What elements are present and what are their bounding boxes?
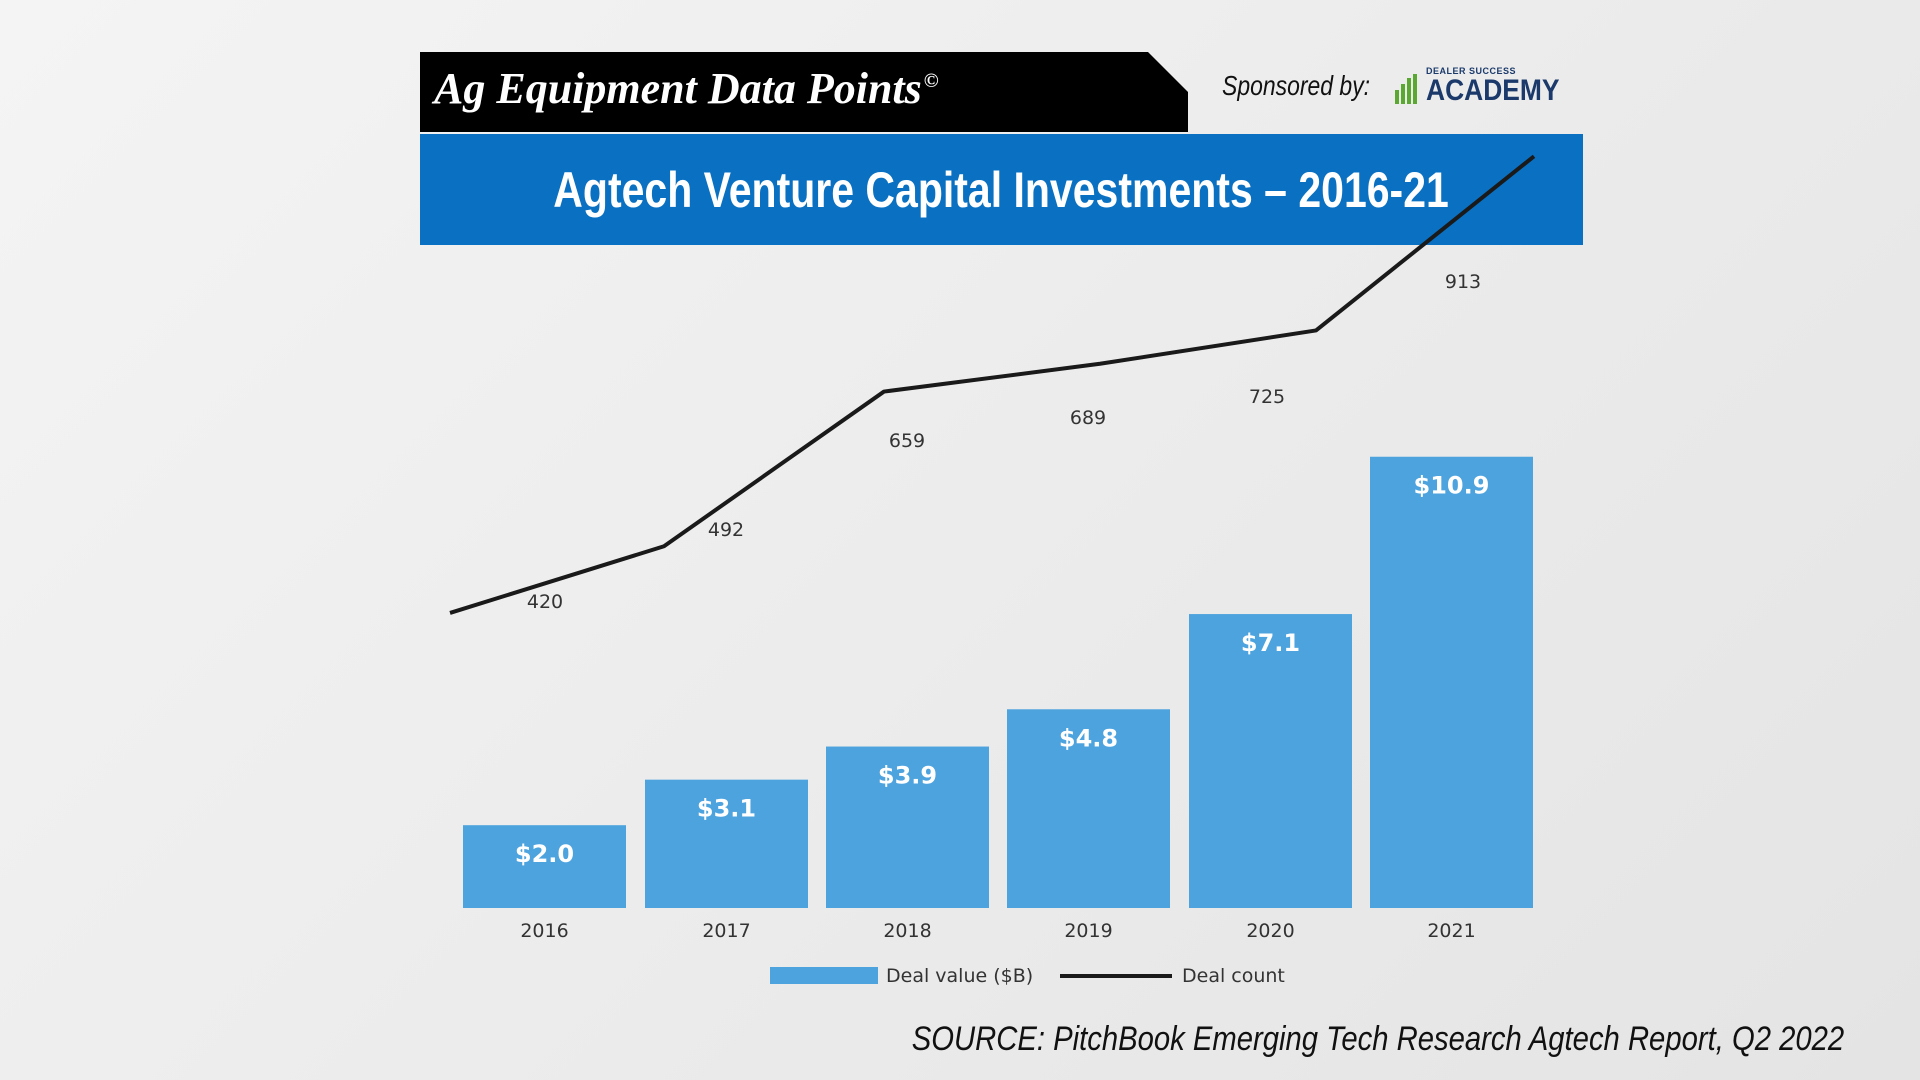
x-tick-2016: 2016 (520, 920, 568, 942)
brand-bar (420, 52, 1188, 132)
x-tick-2020: 2020 (1246, 920, 1294, 942)
bar-value-label-2021: $10.9 (1414, 472, 1490, 500)
bar-value-label-2016: $2.0 (515, 840, 574, 868)
sponsor-logo[interactable]: DEALER SUCCESS ACADEMY (1394, 65, 1578, 107)
deal-count-label-2021: 913 (1445, 271, 1481, 293)
legend-swatch-deal-value (770, 967, 878, 984)
title-banner: Agtech Venture Capital Investments – 201… (420, 134, 1583, 245)
bar-2016 (463, 825, 626, 908)
bar-value-label-2018: $3.9 (878, 762, 937, 790)
bar-value-label-2020: $7.1 (1241, 629, 1300, 657)
copyright-mark: © (923, 70, 939, 93)
bar-chart-leaf-icon (1395, 73, 1417, 104)
source-note: SOURCE: PitchBook Emerging Tech Research… (911, 1020, 1844, 1058)
deal-count-label-2016: 420 (527, 591, 563, 613)
legend-label-deal-count: Deal count (1182, 965, 1285, 987)
bar-2021 (1370, 456, 1533, 908)
chart: $2.0 $3.1 $3.9 $4.8 $7.1 $10.9 2016 2017 2018 201… (449, 154, 1536, 987)
bar-2017 (645, 779, 808, 908)
x-tick-2017: 2017 (702, 920, 750, 942)
legend-label-deal-value: Deal value ($B) (886, 965, 1033, 987)
x-tick-2019: 2019 (1064, 920, 1112, 942)
logo-text: DEALER SUCCESS ACADEMY (1426, 65, 1578, 107)
deal-count-label-2018: 659 (889, 430, 925, 452)
brand-title: Ag Equipment Data Points © (434, 58, 939, 120)
chart-title: Agtech Venture Capital Investments – 201… (553, 161, 1450, 218)
deal-count-label-2020: 725 (1249, 386, 1285, 408)
logo-small-text: DEALER SUCCESS (1426, 65, 1517, 76)
x-tick-2018: 2018 (883, 920, 931, 942)
bar-2020 (1189, 614, 1352, 908)
deal-count-label-2019: 689 (1070, 407, 1106, 429)
bar-2018 (826, 746, 989, 908)
bar-value-label-2019: $4.8 (1059, 724, 1118, 752)
sponsor-block: Sponsored by: DEALER SUCCESS ACADEMY (1222, 66, 1578, 106)
bar-value-label-2017: $3.1 (697, 795, 756, 823)
sponsor-label: Sponsored by: (1222, 70, 1371, 101)
deal-count-label-2017: 492 (708, 519, 744, 541)
brand-title-text: Ag Equipment Data Points (434, 64, 922, 113)
x-tick-2021: 2021 (1427, 920, 1475, 942)
bar-2019 (1007, 709, 1170, 908)
logo-big-text: ACADEMY (1426, 73, 1560, 107)
deal-count-line (449, 154, 1536, 615)
